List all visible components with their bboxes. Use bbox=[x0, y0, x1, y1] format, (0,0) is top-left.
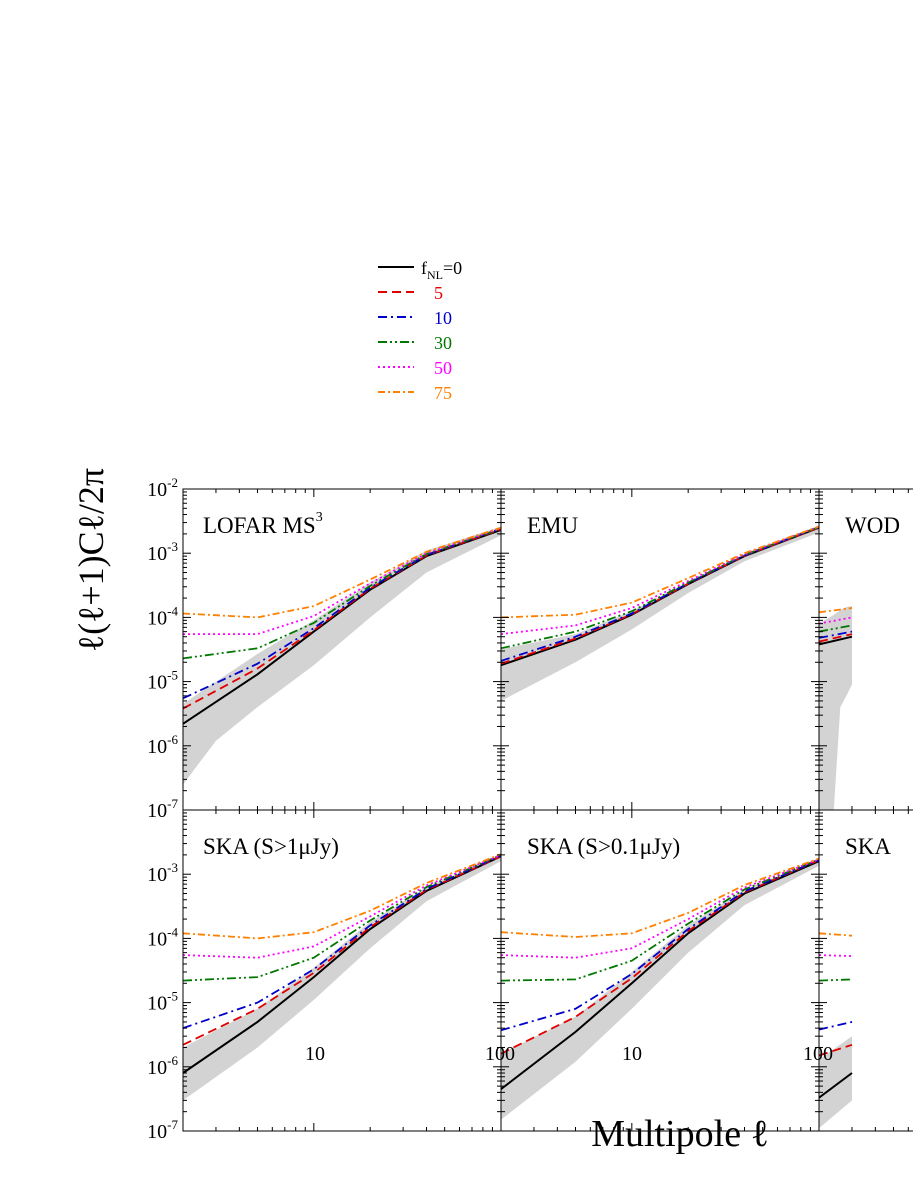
series-line-ska1-fNL_10 bbox=[183, 854, 501, 1029]
series-line-ska1-fNL_30 bbox=[183, 854, 501, 982]
y-tick-label: 10-2 bbox=[147, 475, 178, 501]
panel-title-emu: EMU bbox=[527, 513, 579, 538]
ticks-ska01 bbox=[500, 810, 820, 1132]
series-line-emu-fNL_50 bbox=[501, 525, 819, 635]
panel-frame-wodfs bbox=[818, 488, 913, 811]
series-line-ska1-fNL_75 bbox=[183, 853, 501, 940]
panel-title-ska01: SKA (S>0.1μJy) bbox=[527, 834, 680, 859]
y-tick-label: 10-5 bbox=[147, 668, 178, 694]
series-line-ska3-fNL_75 bbox=[819, 932, 853, 937]
uncertainty-band-lofar bbox=[183, 526, 501, 785]
series-line-wodfs-fNL_50 bbox=[819, 616, 853, 625]
series-line-ska1-fNL_5 bbox=[183, 855, 501, 1046]
uncertainty-band-emu bbox=[501, 525, 819, 701]
panel-frame-ska3 bbox=[818, 809, 913, 1132]
panel-title-ska1: SKA (S>1μJy) bbox=[203, 834, 339, 859]
uncertainty-band-ska01 bbox=[501, 859, 819, 1120]
series-line-lofar-fNL_5 bbox=[183, 528, 501, 710]
y-tick-label: 10-4 bbox=[147, 924, 178, 950]
series-line-ska01-fNL_0 bbox=[501, 860, 819, 1090]
legend-label-fNL_0: fNL=0 bbox=[421, 258, 462, 282]
y-tick-label: 10-6 bbox=[147, 732, 178, 758]
series-line-ska3-fNL_30 bbox=[819, 978, 853, 982]
x-tick-label: 10 bbox=[305, 1043, 325, 1065]
uncertainty-band-ska3 bbox=[819, 1036, 852, 1129]
x-tick-label: 100 bbox=[803, 1043, 833, 1065]
ticks-ska1 bbox=[182, 810, 502, 1132]
series-line-ska01-fNL_10 bbox=[501, 859, 819, 1032]
series-line-wodfs-fNL_10 bbox=[819, 630, 853, 639]
series-line-wodfs-fNL_75 bbox=[819, 607, 853, 614]
series-line-wodfs-fNL_5 bbox=[819, 633, 853, 643]
series-line-emu-fNL_30 bbox=[501, 526, 819, 650]
y-tick-label: 10-4 bbox=[147, 603, 178, 629]
y-tick-label: 10-3 bbox=[147, 539, 178, 565]
series-line-ska01-fNL_5 bbox=[501, 859, 819, 1055]
ticks-ska3 bbox=[818, 810, 909, 1132]
panel-emu bbox=[501, 525, 819, 701]
panel-title-sup-lofar: 3 bbox=[316, 510, 323, 525]
series-line-wodfs-fNL_0 bbox=[819, 635, 853, 646]
frames-layer: LOFAR MS3 EMU WOD SKA (S>1μJy) SKA (S>0.1μJy… bbox=[182, 488, 913, 1132]
series-line-ska3-fNL_10 bbox=[819, 1021, 853, 1031]
legend-label-fNL_75: 75 bbox=[434, 383, 452, 403]
y-axis-title: ℓ(ℓ+1)Cℓ/2π bbox=[71, 468, 111, 652]
series-line-emu-fNL_10 bbox=[501, 526, 819, 662]
y-tick-label: 10-6 bbox=[147, 1053, 178, 1079]
panel-title-lofar: LOFAR MS3 bbox=[203, 510, 323, 538]
panel-title-ska3: SKA bbox=[845, 834, 891, 859]
legend: fNL=05 10 30 50 75 bbox=[378, 258, 462, 403]
panel-wodfs bbox=[819, 606, 853, 810]
series-line-ska3-fNL_50 bbox=[819, 954, 853, 957]
legend-label-fNL_50: 50 bbox=[434, 358, 452, 378]
legend-label-fNL_10: 10 bbox=[434, 308, 452, 328]
series-line-emu-fNL_75 bbox=[501, 525, 819, 619]
series-line-wodfs-fNL_30 bbox=[819, 624, 853, 633]
x-tick-label: 10 bbox=[622, 1043, 642, 1065]
series-line-ska3-fNL_0 bbox=[819, 1072, 853, 1099]
legend-label-fNL_30: 30 bbox=[434, 333, 452, 353]
uncertainty-band-wodfs bbox=[819, 606, 852, 810]
y-tick-label: 10-7 bbox=[147, 796, 178, 822]
panel-ska1 bbox=[183, 853, 501, 1101]
axis-ticks-layer: 10-7 10-6 10-5 10-4 10-3 10-2 10-7 10-6 10-5 10-4… bbox=[147, 258, 833, 1143]
x-axis-title: Multipole ℓ bbox=[591, 1113, 769, 1155]
panel-ska01 bbox=[501, 857, 819, 1120]
panel-ska3 bbox=[819, 932, 853, 1129]
ticks-emu bbox=[500, 489, 820, 811]
series-line-ska3-fNL_5 bbox=[819, 1043, 853, 1057]
ticks-wodfs bbox=[818, 489, 909, 811]
panel-title-wodfs: WOD bbox=[845, 513, 900, 538]
legend-label-fNL_5: 5 bbox=[434, 283, 443, 303]
series-line-ska01-fNL_75 bbox=[501, 857, 819, 938]
y-tick-label: 10-7 bbox=[147, 1117, 178, 1143]
panels-layer bbox=[183, 525, 853, 1129]
y-tick-label: 10-5 bbox=[147, 989, 178, 1015]
series-line-ska01-fNL_30 bbox=[501, 858, 819, 982]
series-line-ska1-fNL_50 bbox=[183, 854, 501, 959]
y-tick-label: 10-3 bbox=[147, 860, 178, 886]
series-line-lofar-fNL_50 bbox=[183, 527, 501, 635]
series-line-lofar-fNL_75 bbox=[183, 526, 501, 619]
uncertainty-band-ska1 bbox=[183, 854, 501, 1101]
panel-lofar bbox=[183, 526, 501, 785]
x-tick-label: 100 bbox=[485, 1043, 515, 1065]
